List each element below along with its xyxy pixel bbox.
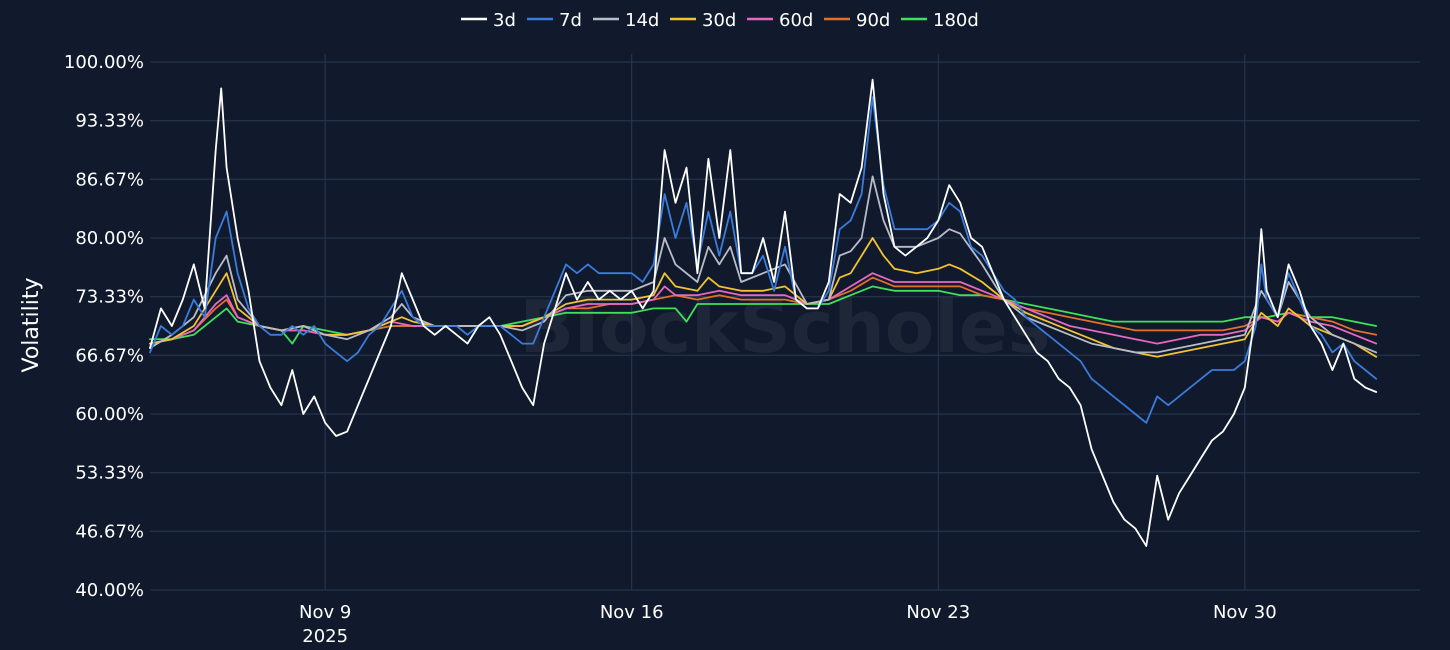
legend[interactable]: 3d 7d 14d 30d 60d 90d 180d: [461, 10, 979, 31]
series-line-180d: [149, 285, 1378, 345]
x-tick-sublabel: 2025: [302, 626, 348, 647]
legend-item-90d[interactable]: 90d: [824, 10, 890, 31]
y-tick-label: 40.00%: [75, 580, 144, 601]
legend-item-60d[interactable]: 60d: [747, 10, 813, 31]
series-line-3d: [149, 78, 1378, 547]
legend-label: 3d: [493, 10, 516, 31]
series-line-30d: [149, 237, 1378, 358]
y-tick-label: 86.67%: [75, 169, 144, 190]
y-tick-label: 93.33%: [75, 111, 144, 132]
y-axis-ticks: 40.00% 46.67% 53.33% 60.00% 66.67% 73.33% 80.0…: [64, 52, 144, 601]
legend-label: 60d: [779, 10, 813, 31]
y-tick-label: 100.00%: [64, 52, 144, 73]
legend-label: 90d: [856, 10, 890, 31]
x-tick-label: Nov 9: [299, 602, 351, 623]
x-tick-label: Nov 23: [906, 602, 970, 623]
y-tick-label: 80.00%: [75, 228, 144, 249]
legend-label: 30d: [702, 10, 736, 31]
y-tick-label: 46.67%: [75, 521, 144, 542]
y-tick-label: 53.33%: [75, 463, 144, 484]
watermark: BlockScholes: [519, 285, 1050, 369]
legend-label: 7d: [559, 10, 582, 31]
series-line-7d: [149, 96, 1378, 424]
legend-label: 14d: [625, 10, 659, 31]
series-lines: [149, 78, 1378, 547]
y-tick-label: 60.00%: [75, 404, 144, 425]
x-tick-label: Nov 16: [600, 602, 664, 623]
y-tick-label: 66.67%: [75, 345, 144, 366]
y-tick-label: 73.33%: [75, 287, 144, 308]
grid: [150, 54, 1420, 591]
legend-label: 180d: [933, 10, 979, 31]
legend-item-180d[interactable]: 180d: [901, 10, 979, 31]
series-line-14d: [149, 175, 1378, 354]
legend-item-7d[interactable]: 7d: [527, 10, 582, 31]
y-axis-title: Volatility: [19, 277, 44, 372]
legend-item-14d[interactable]: 14d: [593, 10, 659, 31]
legend-item-30d[interactable]: 30d: [670, 10, 736, 31]
x-tick-label: Nov 30: [1213, 602, 1277, 623]
legend-item-3d[interactable]: 3d: [461, 10, 516, 31]
x-axis-ticks: Nov 9 2025 Nov 16 Nov 23 Nov 30: [299, 602, 1277, 647]
